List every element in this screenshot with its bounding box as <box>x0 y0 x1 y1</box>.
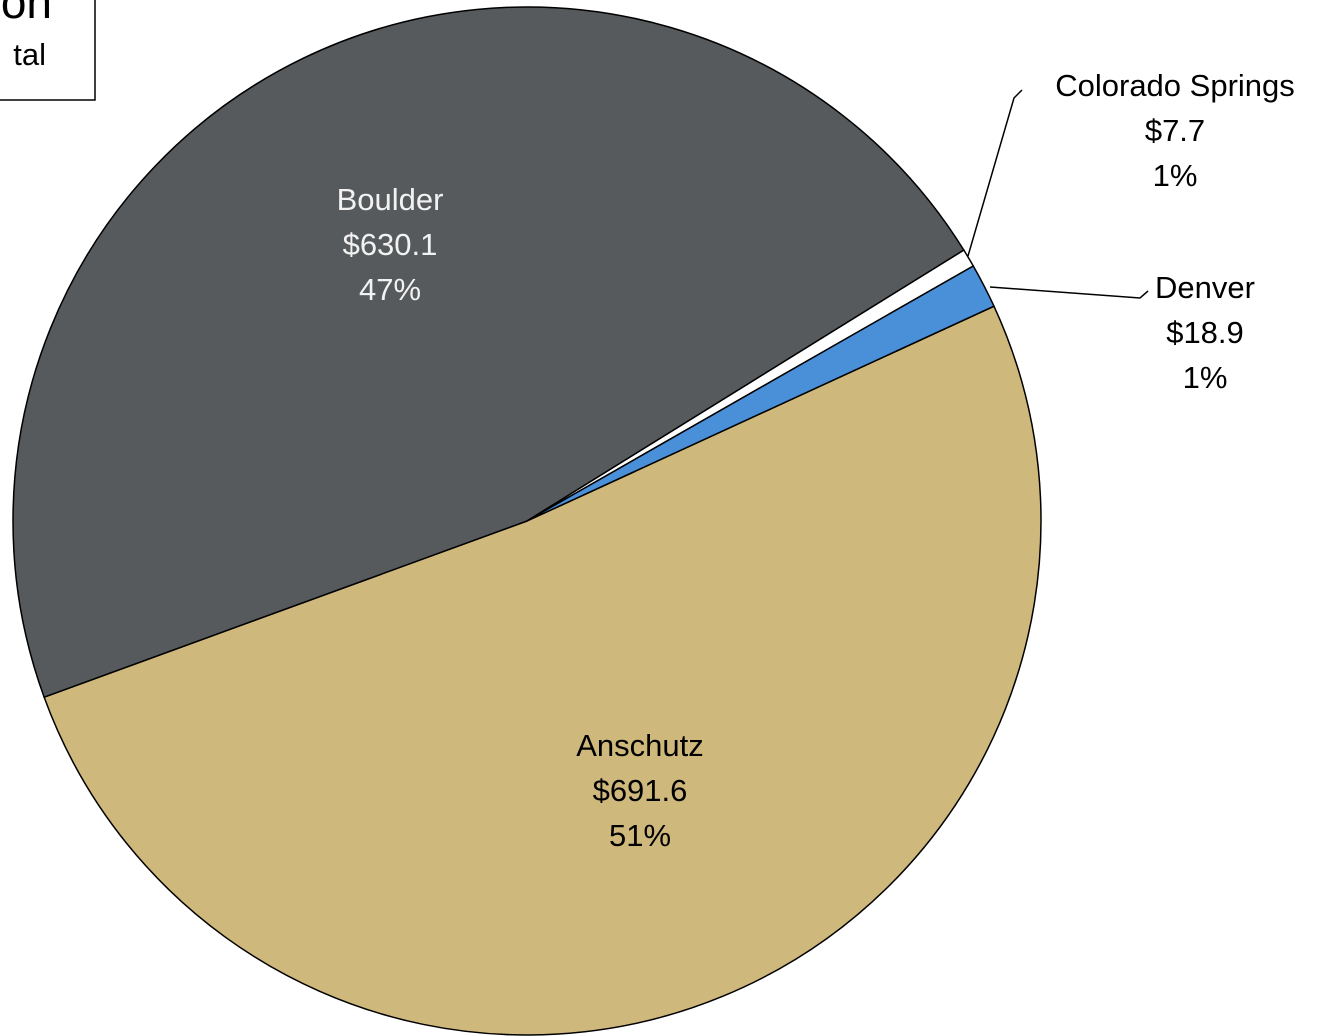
leader-line <box>967 89 1023 257</box>
slice-label: Denver <box>1155 270 1255 305</box>
title-box <box>0 0 96 101</box>
chart-title: on <box>1 0 52 28</box>
percent-label: 51% <box>609 818 671 853</box>
percent-label: 47% <box>359 272 421 307</box>
value-label: $630.1 <box>343 227 438 262</box>
slice-label: Anschutz <box>576 728 704 763</box>
value-label: $7.7 <box>1145 113 1205 148</box>
pie-slice <box>526 264 995 522</box>
pie <box>12 6 1042 1036</box>
pie-slice <box>43 305 1042 1036</box>
slice-label: Boulder <box>337 182 444 217</box>
value-label: $18.9 <box>1166 315 1244 350</box>
slice-label: Colorado Springs <box>1055 68 1295 103</box>
value-label: $691.6 <box>593 773 688 808</box>
percent-label: 1% <box>1153 158 1198 193</box>
leader-line <box>989 286 1149 299</box>
pie-slice <box>12 6 965 699</box>
chart-subtitle: tal <box>13 37 46 72</box>
percent-label: 1% <box>1183 360 1228 395</box>
